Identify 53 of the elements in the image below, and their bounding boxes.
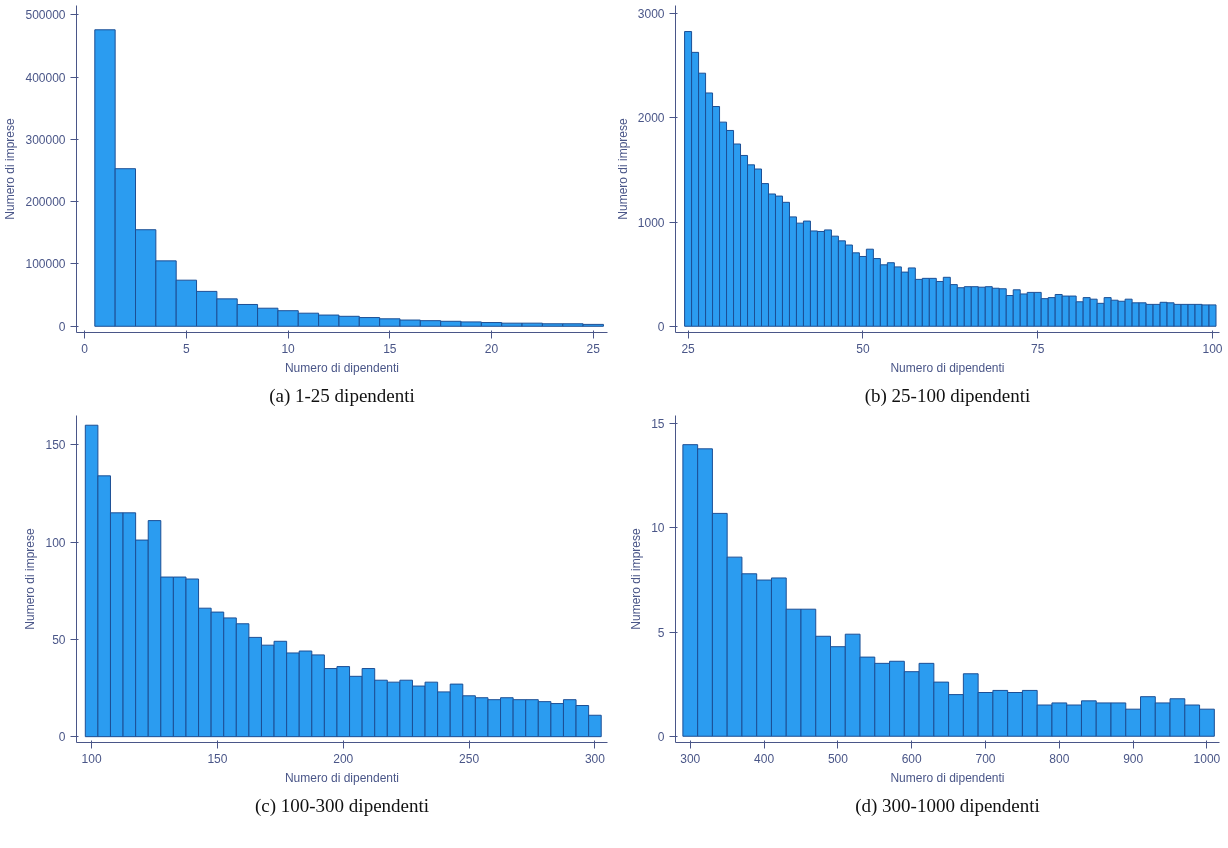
x-axis-title: Numero di dipendenti — [284, 770, 400, 785]
x-tick-label: 500 — [827, 751, 849, 766]
y-tick-label: 15 — [651, 417, 665, 432]
y-tick-label: 400000 — [25, 70, 66, 85]
x-tick-label: 700 — [975, 751, 996, 766]
x-tick-label: 300 — [680, 751, 701, 766]
x-tick-label: 900 — [1123, 751, 1144, 766]
x-tick-label: 600 — [901, 751, 923, 766]
y-tick-label: 100 — [45, 535, 66, 550]
y-tick-label: 500000 — [25, 8, 66, 23]
y-axis-title: Numero di imprese — [629, 527, 644, 630]
x-tick-label: 25 — [586, 341, 601, 356]
x-axis-title: Numero di dipendenti — [890, 770, 1005, 785]
x-tick-label: 15 — [383, 341, 397, 356]
y-tick-label: 10 — [651, 521, 665, 536]
x-tick-label: 100 — [1202, 341, 1223, 356]
x-tick-label: 25 — [681, 341, 696, 356]
y-axis-title: Numero di imprese — [23, 527, 38, 630]
y-tick-label: 150 — [45, 438, 66, 453]
text: (c) 100-300 dipendenti — [254, 794, 430, 817]
y-tick-label: 0 — [58, 319, 66, 334]
x-tick-label: 400 — [754, 751, 775, 766]
y-axis-title: Numero di imprese — [3, 117, 18, 220]
y-tick-label: 100000 — [25, 257, 66, 272]
y-tick-label: 50 — [52, 632, 66, 647]
x-tick-label: 50 — [856, 341, 870, 356]
x-tick-label: 75 — [1031, 341, 1045, 356]
y-tick-label: 0 — [58, 730, 66, 745]
x-tick-label: 800 — [1049, 751, 1070, 766]
x-tick-label: 20 — [484, 341, 499, 356]
x-tick-label: 250 — [459, 751, 480, 766]
x-tick-label: 150 — [207, 751, 228, 766]
text: (d) 300-1000 dipendenti — [855, 794, 1040, 817]
y-tick-label: 200000 — [25, 195, 66, 210]
x-tick-label: 10 — [281, 341, 296, 356]
y-axis-title: Numero di imprese — [615, 117, 630, 220]
y-tick-label: 0 — [657, 319, 665, 334]
y-tick-label: 300000 — [25, 132, 66, 147]
x-axis-title: Numero di dipendenti — [890, 360, 1005, 375]
text: (b) 25-100 dipendenti — [864, 384, 1031, 407]
x-tick-label: 300 — [584, 751, 606, 766]
y-tick-label: 1000 — [637, 215, 665, 230]
x-tick-label: 1000 — [1193, 751, 1221, 766]
x-axis-title: Numero di dipendenti — [284, 360, 400, 375]
x-tick-label: 100 — [81, 751, 102, 766]
y-tick-label: 0 — [657, 729, 665, 744]
x-tick-label: 0 — [81, 341, 89, 356]
x-tick-label: 5 — [183, 341, 191, 356]
y-tick-label: 5 — [657, 625, 665, 640]
y-tick-label: 3000 — [637, 7, 665, 22]
x-tick-label: 200 — [333, 751, 354, 766]
y-tick-label: 2000 — [637, 111, 665, 126]
text: (a) 1-25 dipendenti — [269, 384, 415, 407]
